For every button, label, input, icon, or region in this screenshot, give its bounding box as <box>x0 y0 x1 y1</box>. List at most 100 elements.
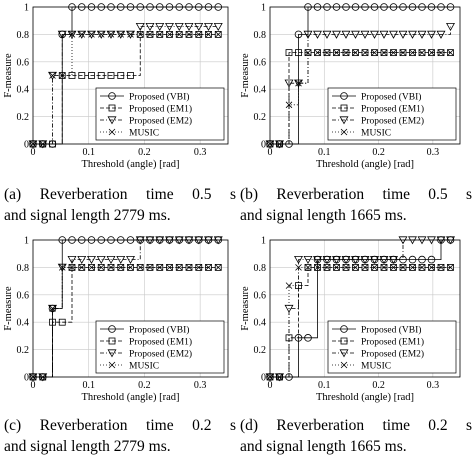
chart-d-series-4-point <box>352 264 359 271</box>
chart-d-legend-swatch-marker <box>340 361 348 369</box>
chart-d-xtick-label: 0.1 <box>318 380 331 391</box>
chart-b-series-2-point <box>399 49 407 57</box>
chart-d-series-2-point <box>295 282 302 290</box>
chart-b-xtick-label: 0.3 <box>427 147 440 158</box>
chart-c-series-1-point <box>68 236 76 244</box>
chart-a-series-3-point <box>155 22 165 32</box>
chart-b-series-2-point <box>437 49 445 57</box>
chart-a-ytick-label: 0.2 <box>17 112 30 123</box>
chart-b-series-1-point <box>294 30 303 39</box>
chart-c-legend-swatch-marker <box>108 325 116 333</box>
chart-d-series-3-point <box>303 255 313 265</box>
chart-a-series-4-point <box>214 31 222 38</box>
chart-c-series-3-point <box>96 255 106 265</box>
chart-d-legend-label: Proposed (EM2) <box>361 349 424 360</box>
chart-a-series-1-point <box>136 3 145 11</box>
chart-d-series-3-point <box>408 236 417 245</box>
chart-d-series-4-point <box>371 264 378 271</box>
caption-d-line1: (d) Reverberation time 0.2 s <box>240 417 472 434</box>
chart-b-series-4-point <box>285 101 293 109</box>
chart-a-legend-swatch-marker <box>108 92 116 100</box>
chart-c-series-3-point <box>145 236 155 245</box>
chart-b-series-2-point <box>342 49 350 57</box>
chart-a-legend-label: Proposed (EM1) <box>129 104 192 115</box>
chart-b-series-1-point <box>361 3 369 11</box>
chart-a-legend: Proposed (VBI)Proposed (EM1)Proposed (EM… <box>95 87 225 141</box>
caption-c-line1: (c) Reverberation time 0.2 s <box>4 417 236 434</box>
chart-c-series-1-point <box>58 236 67 244</box>
chart-d-legend-swatch-marker <box>340 325 348 333</box>
chart-c-series-2-point <box>185 263 193 271</box>
chart-d-series-4-point <box>447 264 454 271</box>
chart-c-series-3-point <box>28 373 38 382</box>
chart-a-series-2-point <box>195 30 203 38</box>
chart-b-xtick-label: 0.1 <box>318 147 331 158</box>
chart-a-series-4-point <box>136 31 144 38</box>
caption-a-line1: (a) Reverberation time 0.5 s <box>4 186 236 203</box>
chart-b-ytick-label: 0.8 <box>254 30 267 41</box>
chart-b-series-2-point <box>390 49 397 57</box>
chart-b-series-3-point <box>379 30 389 39</box>
chart-b-series-2-point <box>352 49 359 57</box>
chart-c-series-4-point <box>49 305 56 312</box>
chart-a-series-3-point <box>87 30 96 39</box>
chart-c-series-3-point <box>135 236 145 245</box>
chart-c-series-4-point <box>78 264 86 271</box>
chart-b-legend-swatch-marker <box>339 116 349 125</box>
chart-c-series-4-point <box>175 264 183 271</box>
chart-a-series-3-point <box>38 140 48 149</box>
chart-b-legend-label: Proposed (EM2) <box>361 116 424 127</box>
chart-d-series-4-point <box>333 264 340 271</box>
chart-c-legend-swatch-marker <box>108 361 116 369</box>
chart-d-series-2-point <box>323 263 331 271</box>
chart-b-legend-label: Proposed (EM1) <box>361 104 424 115</box>
chart-d-series-2-point <box>380 263 388 271</box>
chart-b-series-2-point <box>333 49 340 57</box>
chart-d-series-4-point <box>323 264 331 271</box>
caption-d: (d) Reverberation time 0.2 s and signal … <box>240 415 472 457</box>
chart-a-series-4-point <box>107 31 115 38</box>
chart-b-series-4-point <box>428 49 435 56</box>
chart-c-ytick-label: 1 <box>24 236 29 247</box>
chart-b-legend-label: MUSIC <box>361 129 391 139</box>
chart-c-legend-label: Proposed (EM2) <box>129 349 192 360</box>
chart-d-series-3-point <box>332 255 341 265</box>
chart-a-ytick-label: 1 <box>24 3 29 14</box>
chart-c-series-2-point <box>49 318 56 326</box>
chart-b-xtick-label: 0.2 <box>372 147 385 158</box>
chart-d-series-4-point <box>380 264 388 271</box>
chart-a-ytick-label: 0 <box>24 140 29 151</box>
chart-a-series-4-line <box>33 34 219 145</box>
chart-d-series-3-point <box>360 255 370 265</box>
chart-d-series-1-point <box>294 334 303 342</box>
chart-b-series-3-point <box>313 30 322 39</box>
chart-c-series-4-point <box>88 264 95 271</box>
chart-b-series-1-point <box>370 3 379 11</box>
chart-b-xlabel: Threshold (angle) [rad] <box>316 159 414 170</box>
chart-d-series-2-point <box>447 263 454 271</box>
chart-d-series-4-point <box>266 373 274 381</box>
chart-b-series-3-point <box>389 30 398 39</box>
chart-b-series-2-point <box>323 49 331 57</box>
chart-a-series-4-point <box>156 31 164 38</box>
chart-d-legend-swatch-marker <box>339 349 349 358</box>
chart-c-legend-swatch-marker <box>108 337 116 345</box>
chart-b-series-3-line <box>270 26 451 145</box>
chart-c-series-4-point <box>195 264 203 271</box>
chart-a-series-1-point <box>77 3 86 11</box>
chart-a-series-3-point <box>165 22 174 32</box>
chart-a-series-3-point <box>28 140 38 149</box>
chart-d-series-4-point <box>409 264 416 271</box>
chart-b-series-3-point <box>265 140 275 149</box>
chart-b-series-1-point <box>323 3 331 11</box>
chart-b-series-1-point <box>437 3 445 11</box>
chart-d-series-3-point <box>446 236 455 245</box>
chart-c-series-4-point <box>107 264 115 271</box>
chart-c-legend-entry: MUSIC <box>100 362 159 372</box>
chart-d-series-2-point <box>399 263 407 271</box>
chart-d-series-2-point <box>428 263 435 271</box>
chart-a-series-4-point <box>58 72 66 79</box>
chart-a-series-2-point <box>88 72 95 79</box>
chart-d-ytick-label: 0.6 <box>254 290 267 301</box>
caption-a-line2: and signal length 2779 ms. <box>4 207 171 224</box>
